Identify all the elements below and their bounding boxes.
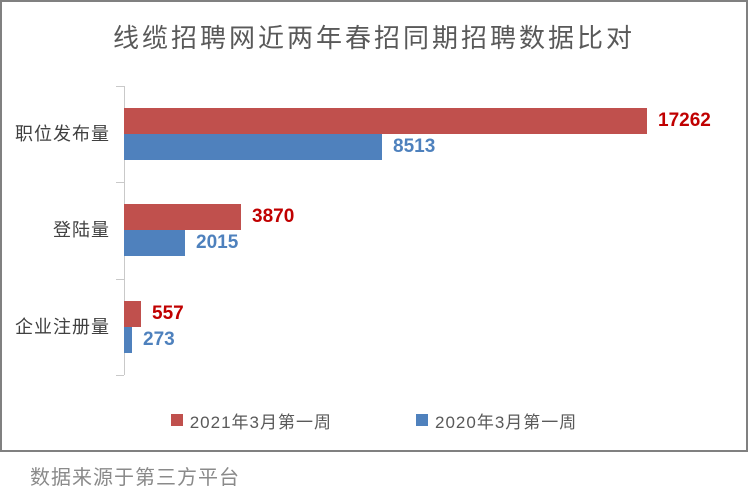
bar-2020年3月第一周 bbox=[124, 327, 132, 353]
bar-2021年3月第一周 bbox=[124, 204, 241, 230]
category-label: 企业注册量 bbox=[15, 317, 110, 337]
axis-tick bbox=[116, 86, 124, 87]
value-label: 273 bbox=[143, 329, 175, 350]
axis-tick bbox=[116, 182, 124, 183]
value-label: 3870 bbox=[252, 206, 295, 227]
value-label: 17262 bbox=[658, 110, 711, 131]
chart-container: 线缆招聘网近两年春招同期招聘数据比对 职位发布量 17262 8513 登陆量 3870… bbox=[0, 0, 748, 452]
category-label: 职位发布量 bbox=[15, 124, 110, 144]
axis-tick bbox=[116, 375, 124, 376]
legend-item: 2021年3月第一周 bbox=[170, 408, 332, 433]
value-label: 2015 bbox=[196, 232, 239, 253]
chart-title: 线缆招聘网近两年春招同期招聘数据比对 bbox=[112, 23, 635, 53]
legend-label: 2020年3月第一周 bbox=[435, 412, 578, 432]
legend-item: 2020年3月第一周 bbox=[416, 408, 577, 433]
legend-swatch bbox=[416, 414, 428, 426]
axis-tick bbox=[116, 279, 124, 280]
plot-area: 职位发布量 17262 8513 登陆量 3870 2015 企业注册量 557 273 bbox=[2, 2, 746, 450]
data-source-note: 数据来源于第三方平台 bbox=[30, 467, 240, 489]
value-label: 557 bbox=[152, 303, 184, 324]
bar-2020年3月第一周 bbox=[124, 134, 382, 160]
legend-label: 2021年3月第一周 bbox=[189, 412, 332, 432]
legend: 2021年3月第一周 2020年3月第一周 bbox=[2, 408, 746, 432]
category-label: 登陆量 bbox=[53, 220, 110, 240]
value-label: 8513 bbox=[393, 136, 436, 157]
bar-2021年3月第一周 bbox=[124, 301, 141, 327]
bar-2020年3月第一周 bbox=[124, 230, 185, 256]
legend-swatch bbox=[170, 414, 183, 426]
bar-2021年3月第一周 bbox=[124, 108, 647, 134]
